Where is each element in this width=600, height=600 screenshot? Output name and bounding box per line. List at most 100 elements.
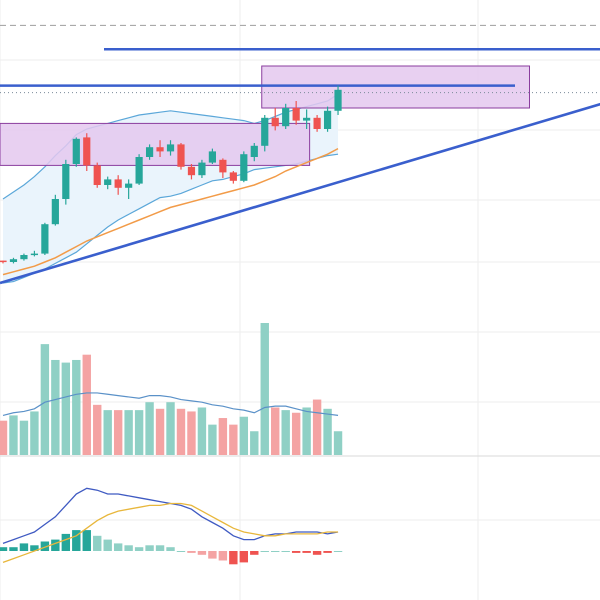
macd-histogram-bar <box>82 530 91 551</box>
candle-body <box>145 147 154 157</box>
volume-bar <box>166 402 175 455</box>
volume-bar <box>260 323 269 455</box>
macd-histogram-bar <box>103 539 112 551</box>
candle-body <box>51 199 59 225</box>
consolidation-box-2[interactable] <box>261 65 530 109</box>
candle-body <box>334 89 342 111</box>
volume-ma-line <box>2 392 339 416</box>
candle-body <box>250 145 258 157</box>
macd-histogram-bar <box>333 551 343 552</box>
macd-histogram-bar <box>271 551 280 552</box>
volume-bar <box>250 431 259 455</box>
candle-body <box>20 255 28 260</box>
volume-bar <box>333 431 343 455</box>
candle-body <box>83 137 91 166</box>
candle-body <box>9 259 18 262</box>
macd-histogram-bar <box>93 535 102 551</box>
candle-body <box>282 108 290 127</box>
candle-body <box>0 260 7 263</box>
macd-histogram-bar <box>260 551 269 552</box>
volume-bar <box>61 362 71 455</box>
macd-histogram-bar <box>9 547 18 551</box>
candle-body <box>72 138 80 164</box>
macd-histogram-bar <box>197 551 207 555</box>
volume-bar <box>0 420 8 455</box>
macd-histogram-bar <box>187 551 196 553</box>
moving-averages <box>2 147 339 276</box>
macd-histogram-bar <box>124 545 133 551</box>
volume-bar <box>82 354 91 455</box>
candle-body <box>313 117 321 129</box>
volume-bar <box>239 416 249 455</box>
macd-histogram-bar <box>323 551 332 553</box>
moving-average-line <box>2 147 339 276</box>
volume-bar <box>312 399 322 455</box>
candle-body <box>292 108 300 121</box>
volume-bar <box>187 411 196 455</box>
trendlines[interactable] <box>0 66 600 285</box>
volume-bar <box>145 402 154 455</box>
candle-body <box>208 151 216 163</box>
candle-body <box>114 179 122 188</box>
volume-bar <box>72 359 81 455</box>
volume-bar <box>176 408 186 455</box>
consolidation-box-1[interactable] <box>0 122 311 166</box>
candle-body <box>177 144 185 167</box>
volume-bar <box>40 344 50 455</box>
macd-histogram-bar <box>229 551 238 565</box>
volume-bar <box>281 410 290 455</box>
volume-bar <box>93 404 102 455</box>
candle-body <box>62 164 70 199</box>
macd-histogram-bar <box>302 551 311 553</box>
candle-body <box>166 144 175 152</box>
candle-body <box>271 117 279 127</box>
macd-histogram-bar <box>145 545 154 551</box>
macd-histogram-bar <box>176 551 186 552</box>
candlestick-series <box>0 85 342 264</box>
volume-bar <box>218 418 228 455</box>
macd-line <box>2 487 339 545</box>
macd-histogram-bar <box>208 551 217 559</box>
macd-histogram-bar <box>113 543 123 551</box>
macd-histogram-bar <box>218 551 228 561</box>
volume-bar <box>208 424 217 455</box>
candle-body <box>219 159 227 173</box>
macd-histogram-bar <box>250 551 259 555</box>
candle-body <box>125 183 133 188</box>
candle-body <box>240 154 248 181</box>
macd-histogram-bar <box>72 530 81 551</box>
candle-body <box>135 157 143 184</box>
macd-pane <box>0 487 343 565</box>
ascending-support[interactable] <box>0 66 600 285</box>
volume-bar <box>103 410 112 455</box>
candle-body <box>303 117 311 121</box>
macd-histogram-bar <box>0 547 8 551</box>
volume-bar <box>291 412 301 455</box>
volume-bar <box>19 420 29 455</box>
macd-histogram-bar <box>19 543 29 551</box>
candle-body <box>41 224 49 254</box>
candle-body <box>187 166 196 176</box>
macd-histogram-bar <box>166 547 175 551</box>
volume-bar <box>51 359 60 455</box>
candle-body <box>198 162 206 176</box>
volume-bar <box>323 408 332 455</box>
volume-bar <box>9 415 18 455</box>
volume-bar <box>197 407 207 455</box>
candle-body <box>104 179 112 185</box>
macd-histogram-bar <box>291 551 301 553</box>
candle-body <box>261 117 269 146</box>
volume-bar <box>155 408 165 455</box>
macd-histogram-bar <box>281 551 290 552</box>
macd-histogram-bar <box>30 545 39 551</box>
candle-body <box>30 253 39 256</box>
horizontal-lines[interactable] <box>0 24 600 94</box>
macd-histogram-bar <box>134 547 144 551</box>
macd-histogram-bar <box>155 545 165 551</box>
volume-bar <box>229 424 238 455</box>
volume-pane <box>0 323 343 455</box>
candle-body <box>93 165 101 185</box>
drawing-rectangles[interactable] <box>0 65 530 166</box>
